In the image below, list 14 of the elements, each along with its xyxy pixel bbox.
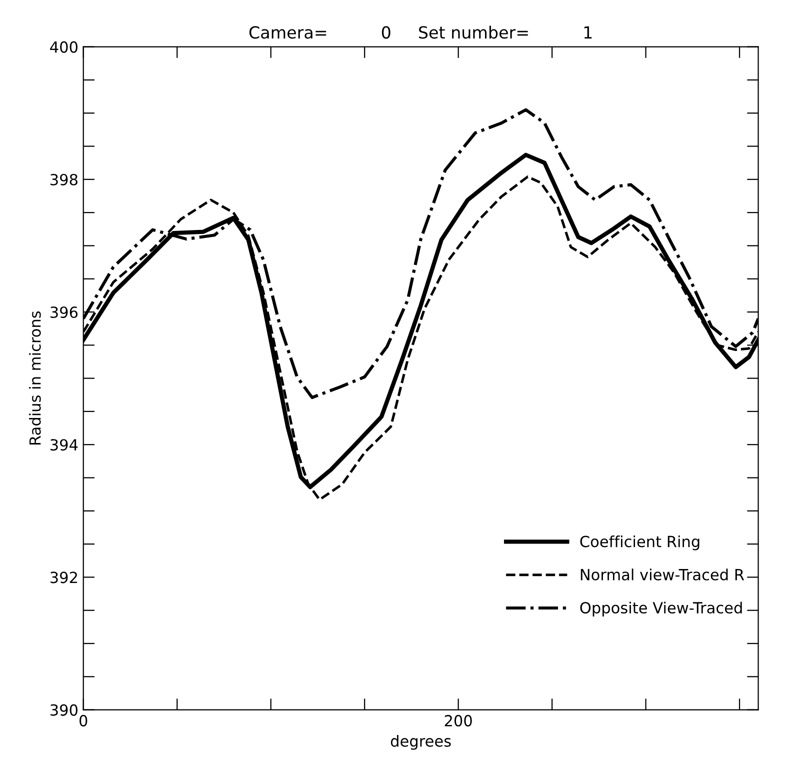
y-tick-label: 400 — [50, 41, 78, 53]
y-tick-label: 398 — [50, 174, 78, 186]
x-tick-label: 0 — [80, 714, 88, 726]
y-axis-title: Radius in microns — [29, 311, 41, 444]
x-tick-label: 200 — [444, 714, 472, 726]
x-axis-title: degrees — [390, 735, 451, 750]
legend-label: Normal view-Traced R — [580, 568, 744, 580]
y-tick-label: 394 — [50, 439, 78, 451]
y-tick-label: 396 — [50, 306, 78, 318]
y-tick-label: 392 — [50, 572, 77, 584]
legend-label: Opposite View-Traced — [580, 602, 742, 616]
chart-title: Camera= 0 Set number= 1 — [249, 26, 592, 39]
legend-label: Coefficient Ring — [580, 535, 700, 550]
y-tick-label: 390 — [50, 704, 78, 716]
